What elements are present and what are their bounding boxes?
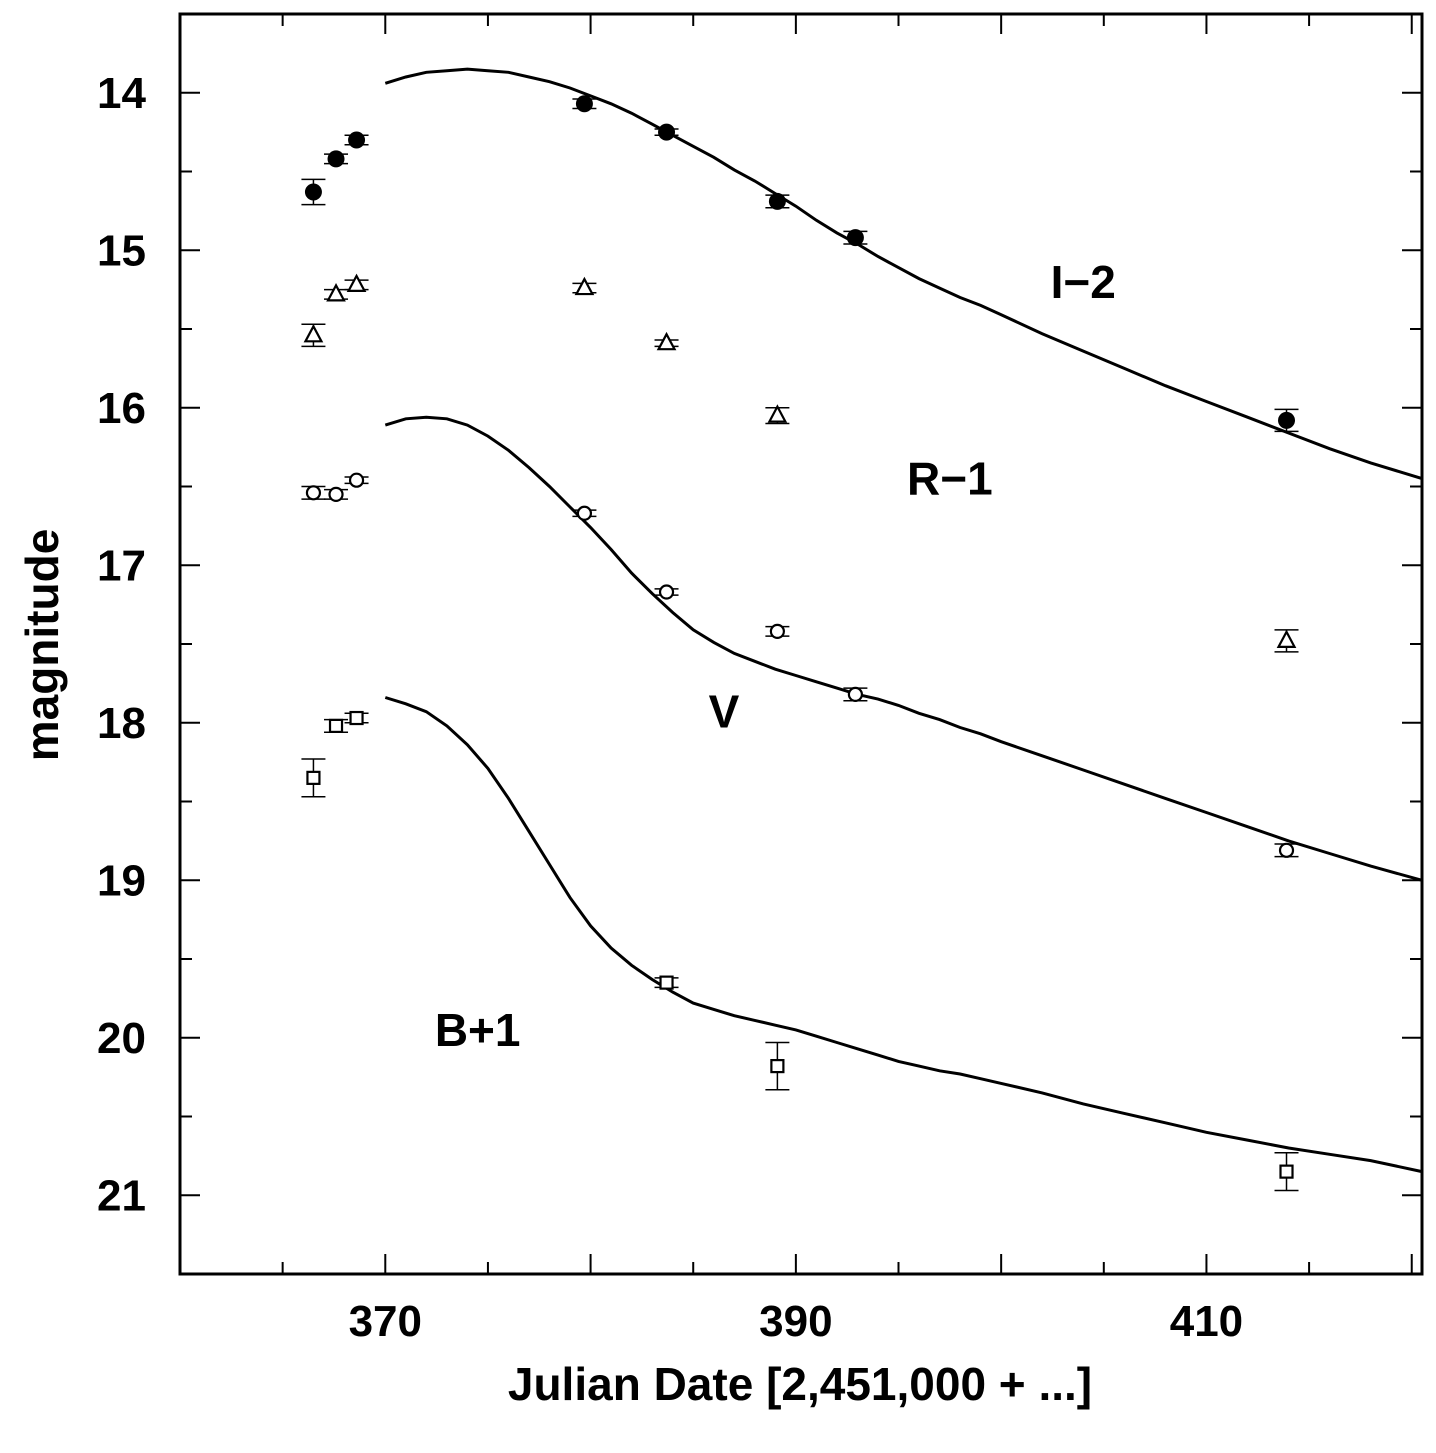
y-tick-label: 15 — [97, 226, 146, 275]
data-point — [1274, 629, 1299, 653]
data-point — [1274, 842, 1299, 858]
point-marker — [658, 584, 675, 600]
data-point — [765, 623, 790, 640]
point-marker — [327, 150, 345, 168]
data-point — [344, 273, 369, 292]
model-curve — [384, 696, 1423, 1174]
point-marker — [659, 975, 674, 990]
point-marker — [1279, 1164, 1294, 1179]
point-marker — [303, 323, 324, 343]
data-point — [344, 472, 369, 488]
x-tick-label: 390 — [759, 1297, 832, 1346]
band-labels: I−2 R−1 V B+1 — [435, 256, 1116, 1056]
data-point — [765, 404, 790, 425]
data-point — [324, 283, 349, 302]
point-marker — [348, 131, 366, 149]
band-label: B+1 — [435, 1004, 521, 1056]
band-label: I−2 — [1051, 256, 1116, 308]
x-tick-label: 410 — [1170, 1297, 1243, 1346]
x-axis-label: Julian Date [2,451,000 + ...] — [508, 1358, 1092, 1410]
point-marker — [768, 192, 786, 210]
axis-ticks — [180, 13, 1422, 1275]
data-point — [301, 485, 326, 501]
point-marker — [1278, 842, 1295, 858]
y-tick-label: 19 — [97, 856, 146, 905]
band-label: R−1 — [907, 453, 993, 505]
point-marker — [304, 183, 322, 201]
plot-frame — [178, 12, 1424, 1276]
point-marker — [1278, 411, 1296, 429]
y-axis-label: magnitude — [16, 529, 68, 762]
data-point — [1274, 1151, 1299, 1192]
point-marker — [305, 485, 322, 501]
band-label: V — [709, 686, 740, 738]
point-marker — [328, 718, 344, 734]
point-marker — [346, 273, 367, 292]
point-marker — [658, 123, 676, 141]
data-point — [654, 123, 679, 141]
point-marker — [576, 505, 593, 521]
data-point — [572, 95, 597, 113]
data-point — [843, 229, 868, 247]
data-point — [572, 276, 597, 296]
data-point — [344, 131, 369, 149]
data-point — [765, 192, 790, 210]
data-point — [301, 178, 326, 206]
data-points — [301, 95, 1299, 1192]
data-point — [572, 505, 597, 521]
point-marker — [326, 283, 346, 302]
point-marker — [574, 276, 595, 296]
model-curves — [384, 67, 1423, 1174]
model-curve — [384, 415, 1423, 882]
data-point — [301, 758, 326, 798]
point-marker — [349, 710, 364, 726]
tick-labels: 370 390 410 14 15 16 17 18 19 20 21 — [97, 69, 1243, 1346]
point-marker — [656, 331, 677, 351]
point-marker — [847, 686, 864, 703]
y-tick-label: 20 — [97, 1014, 146, 1063]
model-curve — [384, 67, 1423, 481]
point-marker — [306, 770, 321, 785]
y-tick-label: 17 — [97, 541, 146, 590]
data-point — [843, 686, 868, 703]
point-marker — [328, 486, 344, 502]
y-tick-label: 18 — [97, 699, 146, 748]
point-marker — [348, 472, 365, 488]
data-point — [301, 323, 326, 348]
y-tick-label: 14 — [97, 69, 146, 118]
data-point — [654, 975, 679, 990]
point-marker — [1276, 629, 1297, 648]
data-point — [324, 150, 349, 168]
data-point — [324, 718, 349, 734]
data-point — [654, 331, 679, 351]
data-point — [765, 1041, 790, 1091]
y-tick-label: 21 — [97, 1171, 146, 1220]
data-point — [344, 710, 369, 726]
x-tick-label: 370 — [349, 1297, 422, 1346]
point-marker — [770, 1058, 785, 1074]
data-point — [324, 486, 349, 502]
data-point — [1274, 408, 1299, 433]
point-marker — [769, 623, 785, 640]
point-marker — [575, 95, 593, 113]
data-point — [654, 584, 679, 600]
point-marker — [767, 404, 788, 423]
y-tick-label: 16 — [97, 384, 146, 433]
point-marker — [846, 229, 864, 247]
